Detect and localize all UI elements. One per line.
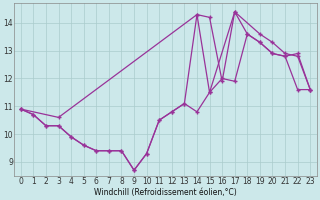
X-axis label: Windchill (Refroidissement éolien,°C): Windchill (Refroidissement éolien,°C) — [94, 188, 237, 197]
